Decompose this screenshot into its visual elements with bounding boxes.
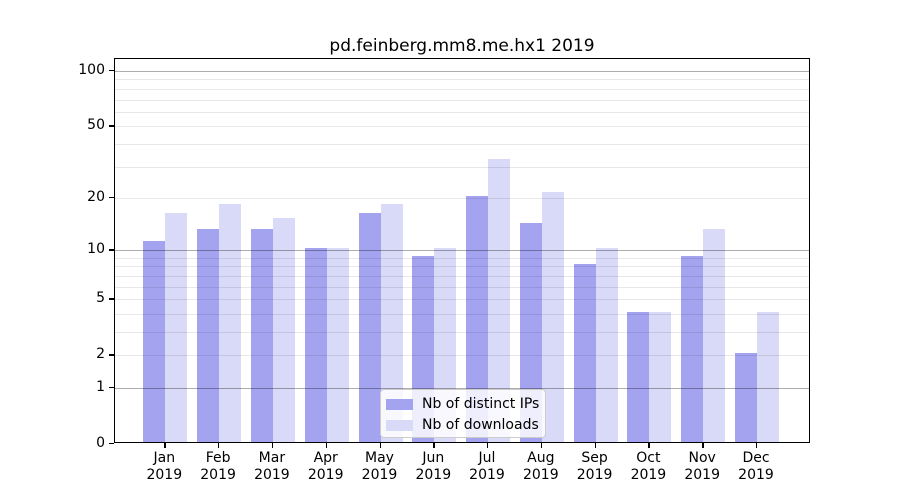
y-tick-label: 20 [87, 188, 105, 205]
gridline-minor [115, 332, 809, 333]
bar-distinct-ips [735, 353, 757, 442]
bar-downloads [219, 204, 242, 442]
gridline-minor [115, 111, 809, 113]
gridline-major [115, 388, 809, 389]
y-tick-label: 100 [78, 62, 105, 78]
bar-distinct-ips [197, 228, 220, 442]
bar-downloads [165, 213, 188, 442]
x-tick-label: Jul 2019 [469, 450, 505, 483]
x-tick-label: May 2019 [361, 450, 398, 483]
x-tick-mark [540, 443, 543, 448]
gridline-minor [115, 299, 809, 301]
gridline-minor [115, 197, 809, 199]
y-tick-label: 1 [96, 379, 105, 395]
x-tick-mark [594, 443, 596, 448]
y-tick-mark [109, 196, 114, 199]
gridline-minor [115, 126, 809, 128]
y-tick-mark [109, 387, 114, 389]
bar-distinct-ips [250, 228, 273, 442]
y-tick-mark [109, 249, 114, 251]
bar-distinct-ips [573, 264, 596, 442]
bar-distinct-ips [358, 213, 381, 442]
y-tick-mark [109, 125, 114, 127]
plot-area: Nb of distinct IPs Nb of downloads [114, 58, 810, 443]
bar-distinct-ips [466, 195, 488, 442]
y-tick-label: 10 [87, 241, 105, 258]
y-tick-mark [109, 354, 114, 356]
x-tick-mark [702, 443, 704, 448]
bar-downloads [541, 192, 564, 442]
x-tick-label: Dec 2019 [738, 450, 774, 483]
bar-downloads [272, 217, 295, 442]
bar-downloads [757, 311, 779, 442]
bar-distinct-ips [681, 255, 704, 442]
y-tick-label: 50 [87, 117, 105, 134]
legend-swatch-downloads [386, 419, 413, 431]
legend: Nb of distinct IPs Nb of downloads [380, 389, 546, 438]
bar-distinct-ips [627, 311, 650, 442]
gridline-minor [115, 313, 809, 315]
gridline-major [115, 250, 809, 252]
legend-label-downloads: Nb of downloads [422, 417, 539, 433]
chart-title: pd.feinberg.mm8.me.hx1 2019 [329, 36, 595, 56]
bar-downloads [326, 248, 349, 442]
gridline-minor [115, 88, 809, 90]
gridline-minor [115, 166, 809, 168]
legend-entry-downloads: Nb of downloads [386, 415, 539, 435]
bar-downloads [488, 159, 510, 442]
y-tick-label: 5 [96, 290, 105, 307]
bar-downloads [380, 204, 403, 442]
x-tick-label: Feb 2019 [200, 450, 236, 483]
x-tick-label: Jan 2019 [146, 450, 183, 483]
gridline-minor [115, 266, 809, 268]
x-tick-label: Nov 2019 [684, 450, 720, 483]
bar-distinct-ips [304, 248, 327, 442]
y-tick-mark [109, 298, 114, 300]
gridline-minor [115, 286, 809, 288]
bar-distinct-ips [519, 223, 542, 442]
x-tick-label: Oct 2019 [630, 450, 667, 483]
gridline-minor [115, 275, 809, 277]
x-tick-mark [648, 443, 650, 448]
gridline-minor [115, 143, 809, 145]
y-tick-label: 0 [96, 435, 105, 451]
gridline-minor [115, 355, 809, 357]
x-tick-label: Aug 2019 [522, 450, 559, 483]
x-tick-mark [164, 443, 166, 448]
gridline-minor [115, 79, 809, 81]
bar-distinct-ips [143, 241, 166, 442]
gridline-minor [115, 257, 809, 259]
bar-downloads [703, 228, 726, 442]
x-tick-label: Mar 2019 [254, 450, 290, 483]
x-tick-label: Sep 2019 [576, 450, 613, 483]
x-tick-mark [756, 443, 758, 448]
x-tick-mark [379, 443, 381, 448]
x-tick-mark [271, 443, 274, 448]
x-tick-mark [433, 443, 435, 448]
legend-swatch-distinct-ips [386, 398, 413, 410]
x-tick-label: Apr 2019 [307, 450, 344, 483]
gridline-major [115, 71, 809, 72]
y-tick-label: 2 [96, 346, 105, 363]
gridline-minor [115, 99, 809, 101]
bar-downloads [649, 311, 672, 442]
x-tick-mark [218, 443, 220, 448]
bar-downloads [595, 248, 618, 442]
legend-label-distinct-ips: Nb of distinct IPs [422, 396, 540, 412]
x-tick-label: Jun 2019 [415, 450, 452, 483]
x-tick-mark [487, 443, 489, 448]
y-tick-mark [109, 70, 114, 72]
x-tick-mark [325, 443, 328, 448]
legend-entry-distinct-ips: Nb of distinct IPs [386, 394, 539, 414]
y-tick-mark [109, 443, 114, 445]
